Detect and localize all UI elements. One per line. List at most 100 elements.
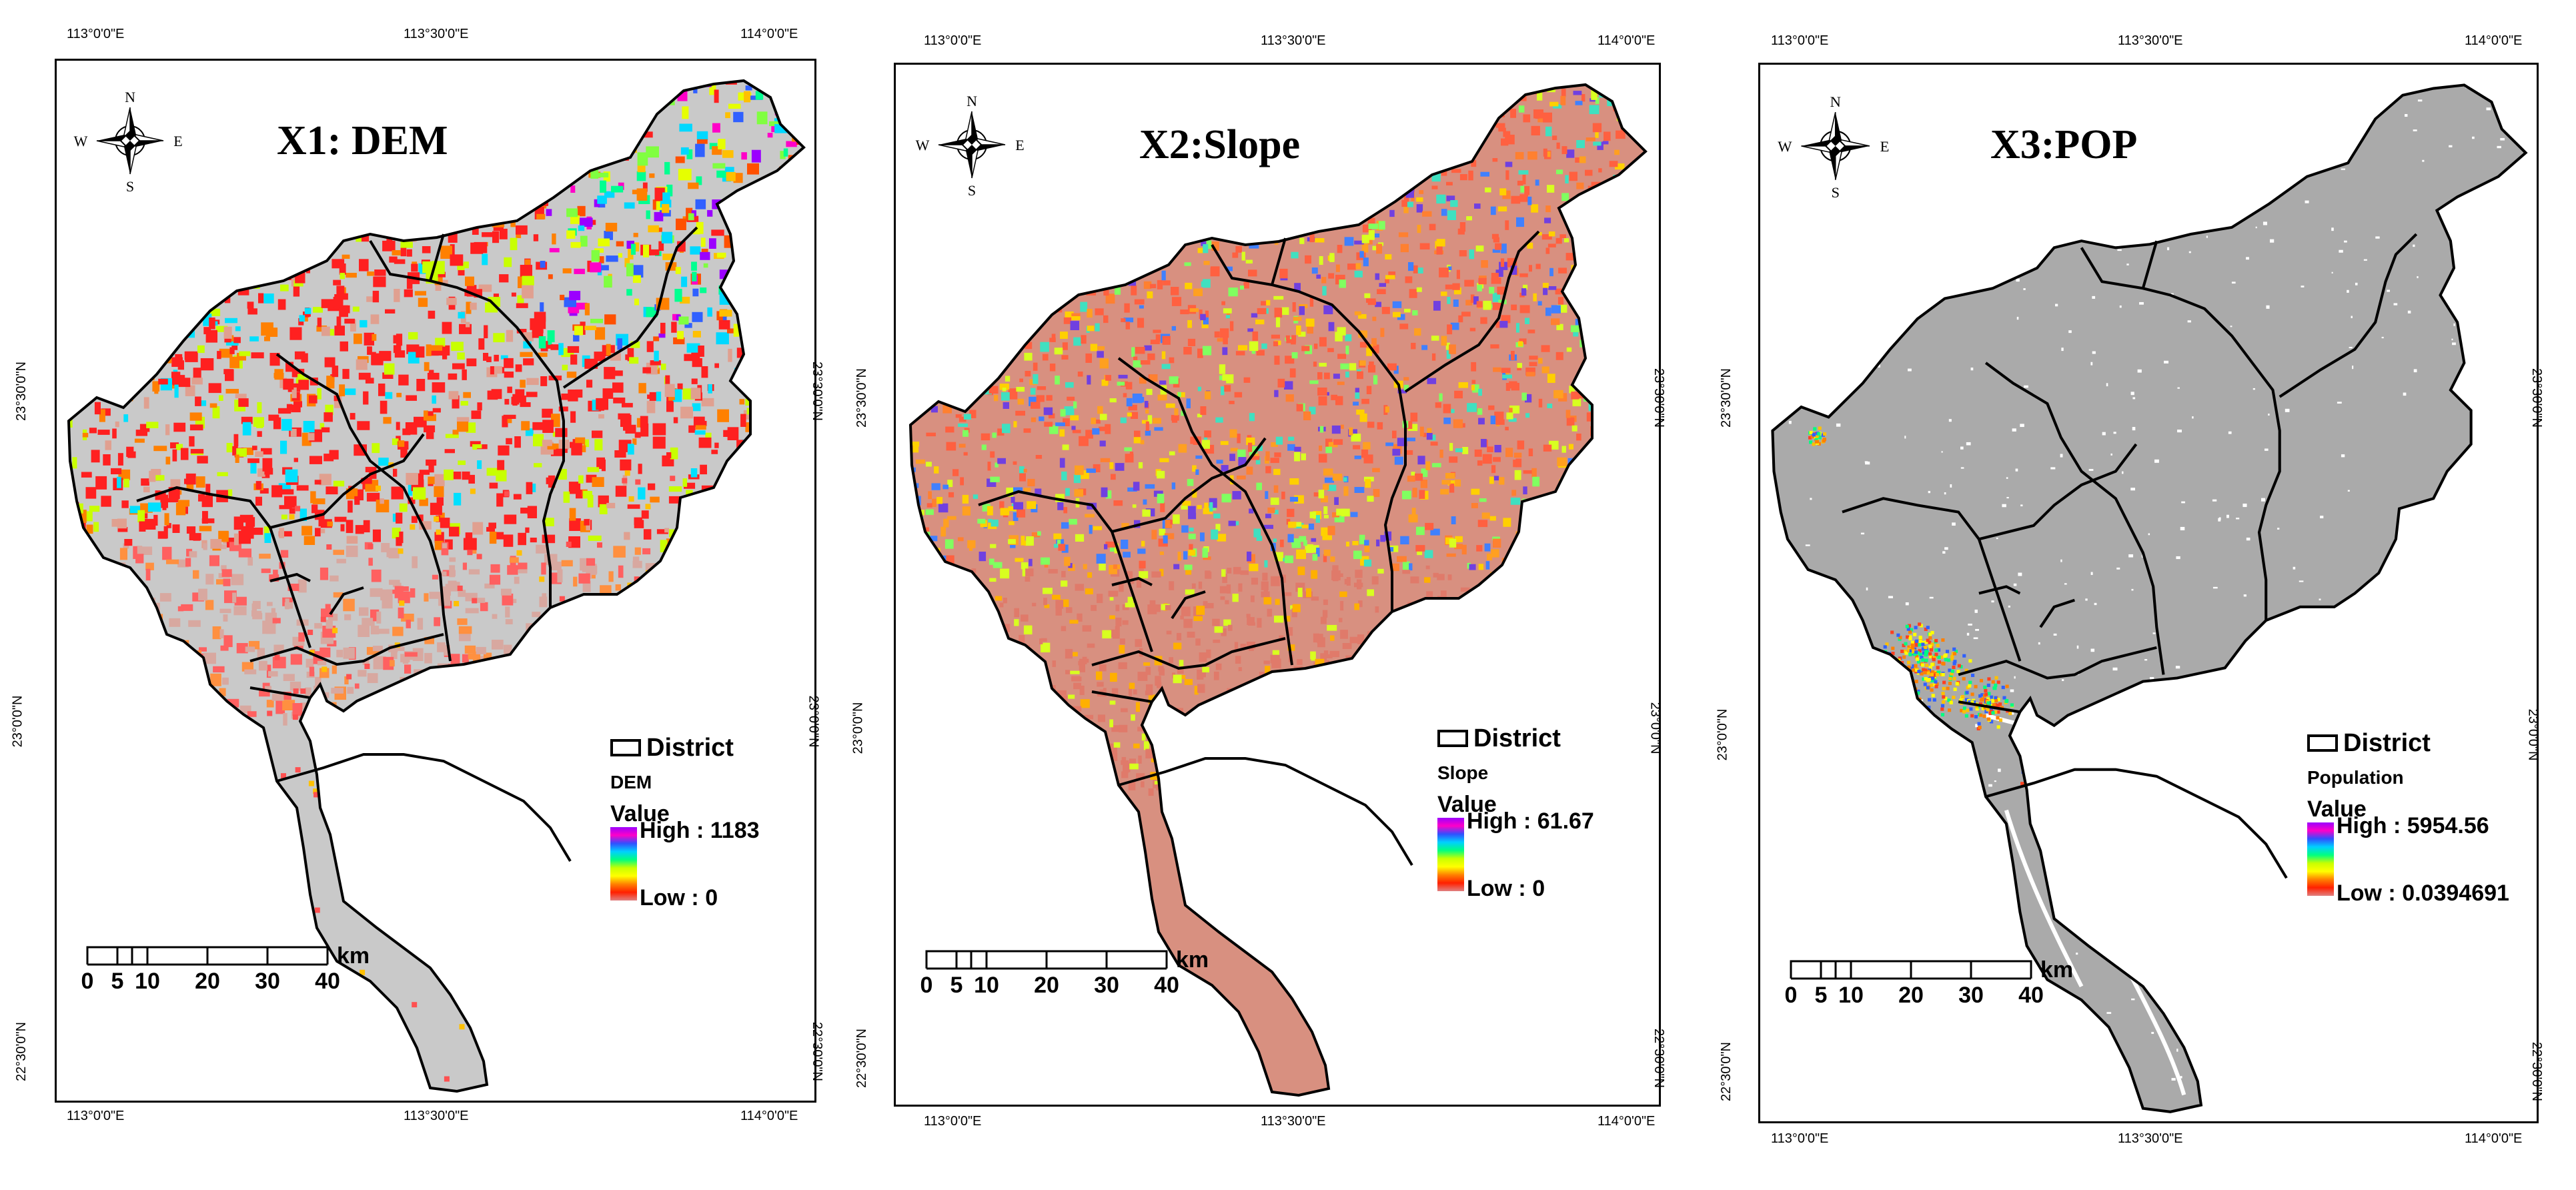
x-tick-top-1: 113°0'0"E	[67, 27, 125, 41]
legend-layer-label: Population	[2307, 767, 2404, 788]
legend-value-label: Value	[2307, 796, 2367, 822]
x-tick-top-1: 113°0'0"E	[1771, 33, 1829, 48]
scale-tick-label: 40	[315, 969, 340, 994]
district-boundary	[1171, 590, 1206, 620]
scale-tick-label: 0	[81, 969, 94, 994]
x-tick-bottom-3: 114°0'0"E	[1597, 1114, 1656, 1129]
district-boundary	[1091, 690, 1153, 703]
raster-layer	[1772, 85, 2526, 1112]
compass-n-label: N	[967, 93, 977, 109]
map-legend: District Population Value High : 5954.56…	[2307, 728, 2509, 907]
scale-bar-graphic	[925, 950, 1168, 970]
district-boundary	[275, 353, 452, 662]
scale-tick-label: 5	[950, 973, 963, 998]
district-boundary	[1978, 585, 2021, 595]
y-tick-right-3: 22°30'0"N	[2529, 1042, 2544, 1101]
y-tick-left-2: 23°0'0"N	[10, 695, 25, 748]
x-tick-top-1: 113°0'0"E	[924, 33, 982, 48]
scale-tick-label: 20	[1898, 983, 1924, 1008]
map-canvas: N S E W	[67, 79, 806, 1093]
scale-bar: 0 5 10 20 30 40 km	[81, 943, 370, 994]
legend-low-label: Low : 0	[1467, 876, 1545, 901]
district-boundary	[978, 490, 1153, 652]
district-boundary	[1958, 646, 2157, 680]
scale-tick-label: 10	[1838, 983, 1864, 1008]
map-legend: District DEM Value High : 1183 Low : 0	[610, 733, 760, 911]
y-tick-left-1: 23°30'0"N	[13, 362, 29, 421]
scale-tick-label: 20	[195, 969, 220, 994]
scale-tick-label: 10	[974, 973, 999, 998]
legend-low-label: Low : 0.0394691	[2337, 880, 2509, 906]
x-tick-bottom-3: 114°0'0"E	[2465, 1131, 2523, 1146]
map-panel-dem: 113°0'0"E 113°30'0"E 114°0'0"E N S E W X1: …	[0, 0, 847, 1190]
district-boundary	[1117, 357, 1293, 666]
district-boundary	[269, 572, 311, 582]
map-canvas: N S E W	[1771, 83, 2528, 1113]
compass-icon: N S E W	[74, 89, 183, 195]
district-boundary	[269, 433, 425, 529]
y-tick-right-1: 23°30'0"N	[1651, 368, 1666, 428]
district-boundary	[1985, 768, 2288, 879]
scale-tick-label: 40	[1154, 973, 1179, 998]
district-boundary	[276, 753, 572, 862]
x-tick-top-3: 114°0'0"E	[1597, 33, 1656, 48]
compass-w-label: W	[74, 133, 88, 149]
x-tick-top-2: 113°30'0"E	[404, 27, 469, 41]
district-boundary	[429, 233, 445, 281]
y-tick-left-2: 23°0'0"N	[1715, 708, 1730, 761]
x-tick-bottom-3: 114°0'0"E	[740, 1109, 798, 1123]
legend-district-label: District	[1473, 724, 1561, 752]
district-swatch	[1437, 730, 1468, 747]
compass-icon: N S E W	[916, 93, 1025, 199]
district-boundary	[2039, 598, 2075, 628]
compass-s-label: S	[126, 178, 134, 195]
district-swatch	[2307, 734, 2338, 752]
district-boundary	[2279, 233, 2418, 398]
x-tick-bottom-1: 113°0'0"E	[1771, 1131, 1829, 1146]
map-frame: N S E W X3:POP District Population Value Hi…	[1758, 63, 2539, 1123]
study-area-outline	[67, 79, 806, 1093]
district-boundary	[1842, 497, 2022, 662]
compass-n-label: N	[1830, 93, 1841, 110]
map-title: X3:POP	[1990, 122, 2138, 167]
x-tick-top-2: 113°30'0"E	[2118, 33, 2183, 48]
district-boundary	[249, 633, 444, 666]
study-area-outline	[908, 83, 1648, 1097]
district-boundary	[1091, 637, 1286, 670]
scale-tick-label: 30	[255, 969, 280, 994]
district-boundary	[249, 686, 311, 699]
compass-w-label: W	[1778, 138, 1792, 155]
map-panel-population: 113°0'0"E 113°30'0"E 114°0'0"E N S E W X3:P…	[1715, 7, 2576, 1190]
compass-e-label: E	[173, 133, 182, 149]
x-tick-bottom-2: 113°30'0"E	[2118, 1131, 2183, 1146]
y-tick-left-1: 23°30'0"N	[1718, 368, 1734, 428]
scale-tick-label: 40	[2018, 983, 2044, 1008]
legend-high-label: High : 5954.56	[2337, 813, 2489, 838]
scale-bar: 0 5 10 20 30 40 km	[920, 947, 1209, 998]
scale-tick-label: 5	[1814, 983, 1828, 1008]
legend-color-ramp	[1437, 818, 1464, 891]
compass-e-label: E	[1015, 137, 1024, 153]
x-tick-bottom-2: 113°30'0"E	[404, 1109, 469, 1123]
y-tick-right-2: 23°0'0"N	[806, 695, 821, 748]
scale-tick-label: 30	[1094, 973, 1119, 998]
y-tick-right-2: 23°0'0"N	[2525, 708, 2541, 761]
compass-s-label: S	[968, 182, 976, 199]
legend-value-label: Value	[610, 801, 670, 826]
legend-high-label: High : 61.67	[1467, 808, 1594, 834]
map-frame: N S E W X1: DEM District DEM Value High : 1…	[55, 59, 816, 1103]
compass-s-label: S	[1831, 184, 1840, 201]
district-boundary	[1111, 576, 1153, 586]
district-boundary	[1118, 757, 1413, 866]
compass-n-label: N	[125, 89, 135, 105]
y-tick-left-3: 22°30'0"N	[854, 1029, 869, 1088]
x-tick-top-2: 113°30'0"E	[1261, 33, 1326, 48]
map-legend: District Slope Value High : 61.67 Low : …	[1437, 724, 1594, 902]
y-tick-left-3: 22°30'0"N	[13, 1022, 29, 1081]
scale-bar: 0 5 10 20 30 40 km	[1785, 957, 2074, 1008]
y-tick-right-2: 23°0'0"N	[1648, 702, 1663, 754]
scale-bar-graphic	[86, 946, 329, 966]
compass-w-label: W	[916, 137, 930, 153]
district-boundary	[2141, 240, 2158, 289]
scale-tick-label: 10	[135, 969, 160, 994]
